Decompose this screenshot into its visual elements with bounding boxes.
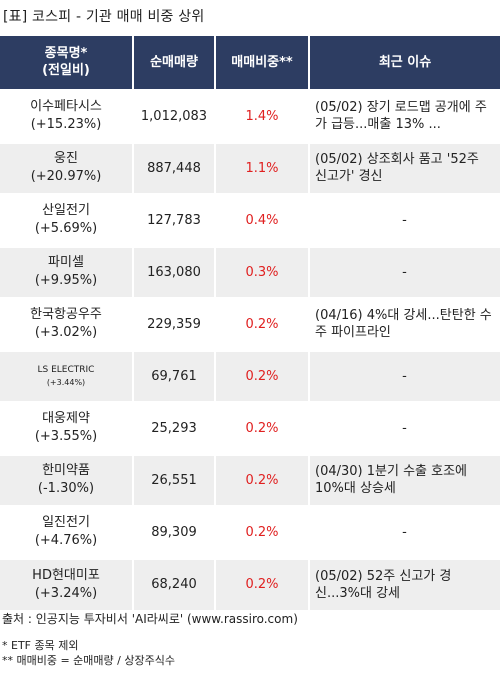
recent-issue: -: [308, 504, 500, 558]
stock-cell: LS ELECTRIC (+3.44%): [0, 348, 133, 402]
stock-change: (+4.76%): [34, 533, 98, 548]
stock-name: 한국항공우주: [30, 307, 102, 322]
table-row: HD현대미포 (+3.24%) 68,240 0.2% (05/02) 52주 신고가 …: [0, 556, 500, 610]
stock-name: HD현대미포: [32, 567, 100, 583]
trading-ratio: 0.2%: [214, 296, 309, 350]
stock-change: (+15.23%): [30, 117, 102, 132]
net-volume: 89,309: [132, 504, 215, 558]
footnote-etf: * ETF 종목 제외: [2, 639, 79, 652]
recent-issue: -: [308, 400, 500, 454]
stock-change: (+3.55%): [34, 429, 98, 444]
table-row: 산일전기 (+5.69%) 127,783 0.4% -: [0, 192, 500, 246]
stock-name: 산일전기: [42, 203, 90, 218]
trading-ratio: 1.1%: [214, 140, 309, 194]
table-row: 이수페타시스 (+15.23%) 1,012,083 1.4% (05/02) 장기 로…: [0, 88, 500, 142]
stock-change: (-1.30%): [37, 481, 95, 496]
trading-ratio: 1.4%: [214, 88, 309, 142]
stock-cell: HD현대미포 (+3.24%): [0, 556, 133, 610]
stock-cell: 웅진 (+20.97%): [0, 140, 133, 194]
recent-issue: -: [308, 192, 500, 246]
stock-cell: 일진전기 (+4.76%): [0, 504, 133, 558]
stock-name: LS ELECTRIC: [37, 364, 95, 375]
table-row: 한미약품 (-1.30%) 26,551 0.2% (04/30) 1분기 수출 호조에…: [0, 452, 500, 506]
stock-change: (+20.97%): [30, 169, 102, 184]
recent-issue: -: [308, 348, 500, 402]
recent-issue: (05/02) 상조회사 품고 '52주 신고가' 경신: [308, 140, 500, 194]
recent-issue: (05/02) 장기 로드맵 공개에 주가 급등...매출 13% ...: [308, 88, 500, 142]
stock-cell: 한국항공우주 (+3.02%): [0, 296, 133, 350]
net-volume: 887,448: [132, 140, 215, 194]
trading-ratio: 0.2%: [214, 348, 309, 402]
recent-issue: (05/02) 52주 신고가 경신...3%대 강세: [308, 556, 500, 610]
trading-ratio: 0.2%: [214, 556, 309, 610]
net-volume: 25,293: [132, 400, 215, 454]
recent-issue: (04/30) 1분기 수출 호조에 10%대 상승세: [308, 452, 500, 506]
trading-ratio: 0.2%: [214, 504, 309, 558]
trading-ratio: 0.2%: [214, 452, 309, 506]
net-volume: 26,551: [132, 452, 215, 506]
header-trading-ratio: 매매비중**: [214, 36, 309, 90]
table-row: 일진전기 (+4.76%) 89,309 0.2% -: [0, 504, 500, 558]
stock-cell: 이수페타시스 (+15.23%): [0, 88, 133, 142]
net-volume: 127,783: [132, 192, 215, 246]
header-stock-name-line2: (전일비): [42, 63, 90, 79]
stock-cell: 대웅제약 (+3.55%): [0, 400, 133, 454]
header-recent-issue: 최근 이슈: [308, 36, 500, 90]
net-volume: 69,761: [132, 348, 215, 402]
trading-ratio: 0.4%: [214, 192, 309, 246]
table-title: [표] 코스피 - 기관 매매 비중 상위: [3, 9, 205, 25]
stock-name: 대웅제약: [42, 411, 90, 426]
trading-ratio: 0.2%: [214, 400, 309, 454]
table-row: LS ELECTRIC (+3.44%) 69,761 0.2% -: [0, 348, 500, 402]
table-row: 파미셀 (+9.95%) 163,080 0.3% -: [0, 244, 500, 298]
recent-issue: (04/16) 4%대 강세...탄탄한 수주 파이프라인: [308, 296, 500, 350]
stock-change: (+3.24%): [34, 585, 98, 601]
net-volume: 163,080: [132, 244, 215, 298]
net-volume: 229,359: [132, 296, 215, 350]
stock-name: 한미약품: [42, 463, 90, 478]
stock-cell: 파미셀 (+9.95%): [0, 244, 133, 298]
stock-name: 웅진: [54, 151, 78, 166]
stock-name: 일진전기: [42, 515, 90, 530]
table-row: 대웅제약 (+3.55%) 25,293 0.2% -: [0, 400, 500, 454]
stock-cell: 한미약품 (-1.30%): [0, 452, 133, 506]
net-volume: 68,240: [132, 556, 215, 610]
header-net-volume: 순매매량: [132, 36, 215, 90]
table-header-row: 종목명* (전일비) 순매매량 매매비중** 최근 이슈: [0, 36, 500, 90]
source-note: 출처 : 인공지능 투자비서 'AI라씨로' (www.rassiro.com): [2, 612, 298, 626]
net-volume: 1,012,083: [132, 88, 215, 142]
table-row: 웅진 (+20.97%) 887,448 1.1% (05/02) 상조회사 품고 '5…: [0, 140, 500, 194]
institution-trading-table: 종목명* (전일비) 순매매량 매매비중** 최근 이슈 이수페타시스 (+15.…: [0, 36, 500, 610]
stock-name: 파미셀: [48, 255, 84, 270]
stock-cell: 산일전기 (+5.69%): [0, 192, 133, 246]
recent-issue: -: [308, 244, 500, 298]
stock-name: 이수페타시스: [30, 99, 102, 114]
header-stock-name-line1: 종목명*: [44, 46, 88, 62]
trading-ratio: 0.3%: [214, 244, 309, 298]
stock-change: (+9.95%): [34, 273, 98, 288]
stock-change: (+3.44%): [46, 377, 86, 387]
stock-change: (+5.69%): [34, 221, 98, 236]
table-row: 한국항공우주 (+3.02%) 229,359 0.2% (04/16) 4%대 강세.…: [0, 296, 500, 350]
header-stock-name: 종목명* (전일비): [0, 36, 133, 90]
stock-change: (+3.02%): [34, 325, 98, 340]
footnote-ratio: ** 매매비중 = 순매매량 / 상장주식수: [2, 654, 175, 667]
